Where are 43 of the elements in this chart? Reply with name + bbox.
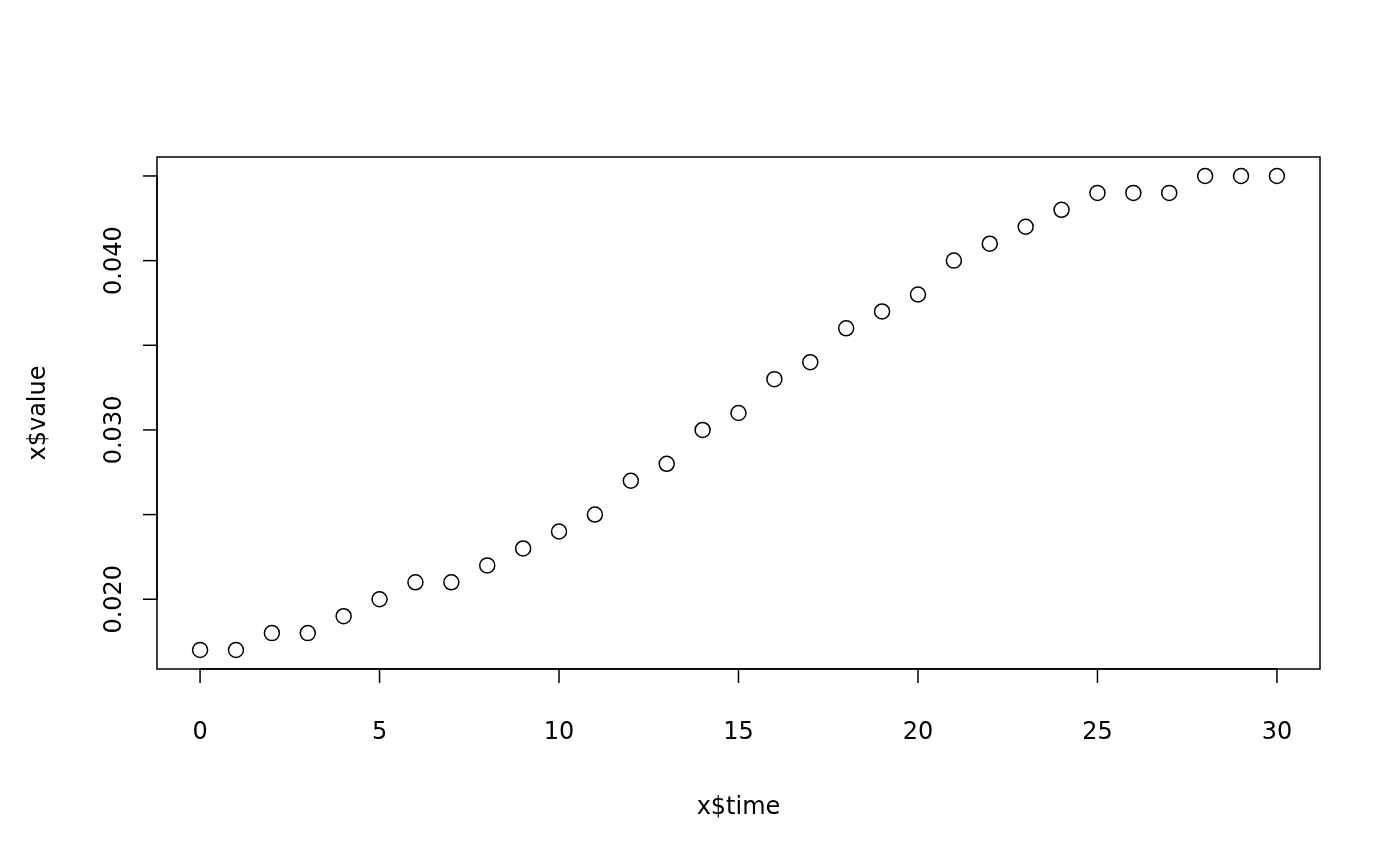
point [263, 624, 281, 642]
y-tick-label: 0.040 [99, 226, 127, 295]
point [371, 591, 388, 608]
point [945, 252, 963, 269]
point [1196, 167, 1214, 185]
x-tick-label: 5 [371, 717, 388, 745]
point [550, 523, 568, 540]
point [478, 557, 496, 574]
point [694, 421, 711, 439]
point [1125, 184, 1142, 202]
point [227, 641, 245, 659]
x-tick-label: 10 [543, 717, 575, 745]
point [1017, 218, 1034, 235]
point [1268, 167, 1286, 185]
x-tick-label: 15 [723, 717, 754, 745]
point [1089, 184, 1106, 202]
x-tick-label: 0 [192, 717, 208, 745]
y-axis-title: x$value [23, 365, 51, 461]
point [514, 540, 532, 557]
y-tick-label: 0.020 [99, 564, 127, 634]
point [909, 286, 927, 303]
point [981, 235, 999, 252]
x-tick-label: 25 [1082, 717, 1113, 745]
point [766, 370, 783, 388]
y-tick-label: 0.030 [99, 395, 127, 465]
point [658, 455, 675, 473]
point [837, 320, 855, 337]
point [407, 574, 424, 591]
point [1232, 167, 1250, 185]
point [730, 404, 747, 422]
x-axis-title: x$time [696, 792, 781, 820]
point [802, 353, 819, 371]
point [586, 506, 604, 523]
point [191, 641, 209, 659]
point [299, 624, 317, 642]
point [873, 303, 891, 320]
point [622, 472, 640, 489]
point [1053, 201, 1070, 219]
point [443, 574, 460, 591]
x-tick-label: 20 [902, 717, 934, 745]
point [1160, 184, 1178, 202]
point [335, 607, 352, 625]
x-tick-label: 30 [1261, 717, 1293, 745]
